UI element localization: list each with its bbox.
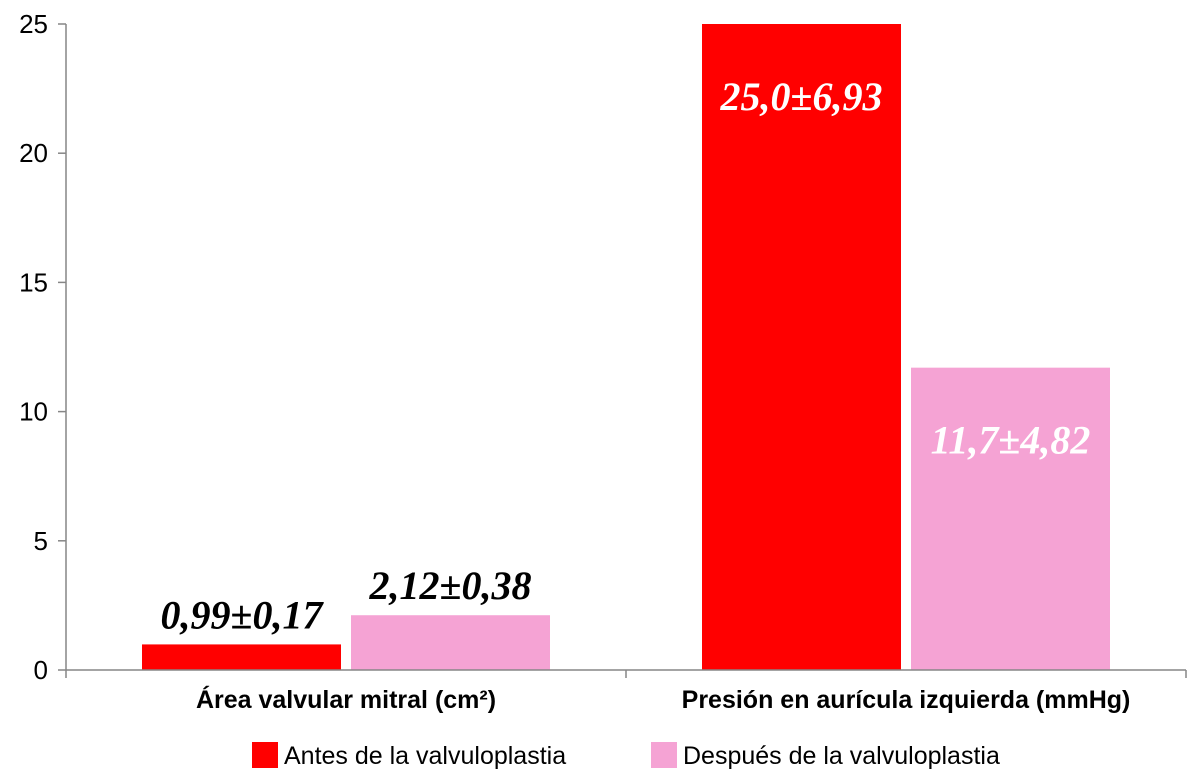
legend: Antes de la valvuloplastia Después de la … [252, 742, 1000, 770]
legend-swatch [651, 742, 677, 768]
y-tick-label: 5 [34, 526, 48, 556]
bar [351, 615, 550, 670]
bar [702, 24, 901, 670]
legend-label: Después de la valvuloplastia [683, 742, 1000, 770]
data-label: 0,99±0,17 [161, 592, 325, 637]
data-label: 11,7±4,82 [931, 418, 1091, 463]
x-axis-ticks [65, 670, 1187, 678]
y-tick-label: 25 [19, 9, 48, 39]
data-label: 2,12±0,38 [369, 563, 532, 608]
bars [142, 24, 1110, 670]
y-tick-label: 20 [19, 138, 48, 168]
data-labels: 0,99±0,17 25,0±6,93 2,12±0,38 11,7±4,82 [161, 74, 1091, 637]
category-label: Área valvular mitral (cm²) [196, 685, 496, 714]
bar [142, 644, 341, 670]
legend-label: Antes de la valvuloplastia [284, 742, 566, 770]
y-tick-label: 15 [19, 267, 48, 297]
category-label: Presión en aurícula izquierda (mmHg) [682, 686, 1131, 714]
y-axis-ticks: 0 5 10 15 20 25 [19, 9, 66, 685]
y-tick-label: 0 [34, 655, 48, 685]
y-tick-label: 10 [19, 397, 48, 427]
category-labels: Área valvular mitral (cm²) Presión en aur… [196, 685, 1130, 714]
data-label: 25,0±6,93 [720, 74, 883, 119]
bar [911, 367, 1110, 670]
legend-swatch [252, 742, 278, 768]
